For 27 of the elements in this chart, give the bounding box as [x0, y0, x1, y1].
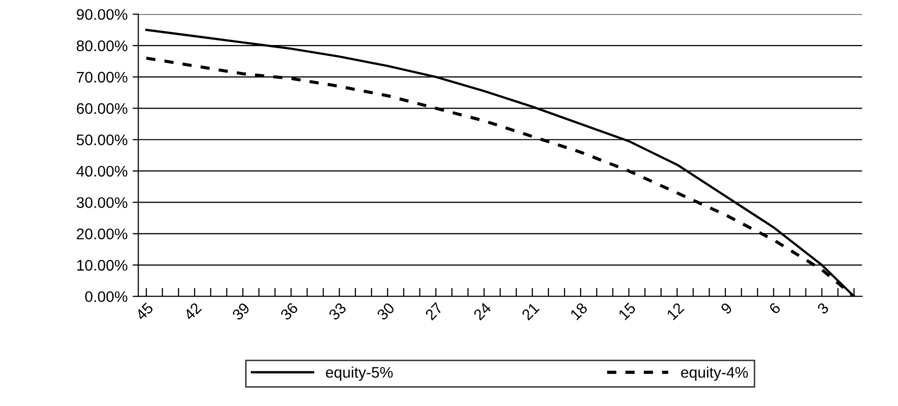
y-tick-label: 30.00% [76, 197, 128, 208]
y-tick-label: 0.00% [85, 291, 128, 302]
x-tick-label: 42 [183, 302, 202, 321]
legend-label: equity-4% [681, 366, 748, 381]
x-tick-label: 27 [424, 302, 444, 321]
x-tick-label: 6 [768, 302, 782, 315]
x-tick-label: 39 [232, 302, 250, 321]
x-tick-label: 30 [376, 302, 396, 321]
x-tick-label: 18 [570, 302, 588, 320]
y-tick-label: 80.00% [76, 40, 128, 52]
y-tick-label: 40.00% [76, 166, 128, 177]
x-tick-label: 45 [134, 302, 154, 321]
y-tick-label: 10.00% [77, 260, 128, 271]
x-tick-label: 3 [816, 302, 830, 315]
x-tick-label: 33 [328, 302, 347, 321]
y-tick-label: 20.00% [76, 228, 128, 240]
y-tick-label: 70.00% [76, 72, 128, 83]
x-tick-label: 15 [618, 302, 636, 320]
x-tick-label: 9 [720, 302, 733, 315]
y-tick-label: 90.00% [76, 9, 128, 20]
x-tick-label: 24 [472, 302, 492, 321]
x-tick-label: 12 [666, 302, 684, 320]
x-tick-label: 36 [280, 302, 299, 321]
x-tick-label: 21 [521, 302, 540, 321]
legend-label: equity-5% [326, 366, 393, 381]
y-tick-label: 50.00% [76, 134, 128, 146]
y-tick-label: 60.00% [76, 103, 128, 114]
